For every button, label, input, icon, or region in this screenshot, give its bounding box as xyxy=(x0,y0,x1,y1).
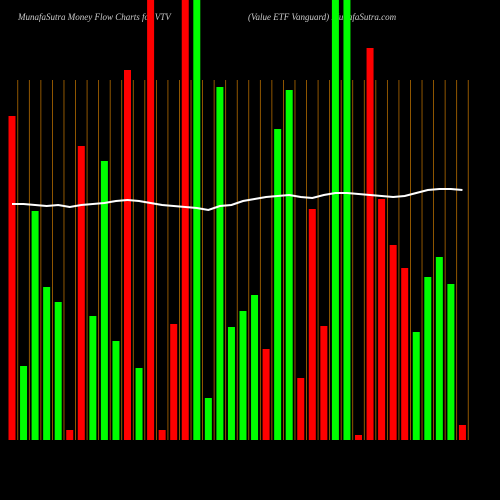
bar xyxy=(89,316,97,440)
money-flow-line xyxy=(12,188,463,212)
bar xyxy=(54,302,62,440)
chart-subtitle: (Value ETF Vanguard) MunafaSutra.com xyxy=(248,12,397,22)
bar xyxy=(181,0,189,440)
bar xyxy=(320,326,328,440)
bar xyxy=(124,70,131,440)
bar xyxy=(112,341,120,440)
bar xyxy=(31,211,39,440)
bar xyxy=(262,349,270,440)
bar xyxy=(100,161,108,440)
bar xyxy=(435,257,443,440)
bar xyxy=(343,0,351,440)
bar xyxy=(43,287,51,440)
bar xyxy=(8,116,16,440)
bar xyxy=(389,245,397,440)
bar xyxy=(285,90,293,440)
bar xyxy=(158,430,166,440)
bar xyxy=(204,398,212,440)
bar xyxy=(216,87,224,440)
bar xyxy=(297,378,305,440)
bar xyxy=(227,327,235,440)
bar xyxy=(170,324,178,440)
bar xyxy=(20,366,28,440)
bar xyxy=(424,277,432,440)
bar xyxy=(447,284,455,440)
bar xyxy=(378,199,386,440)
bar xyxy=(251,295,259,440)
bar xyxy=(308,209,316,440)
bar xyxy=(193,0,201,440)
bar xyxy=(66,430,74,440)
bar xyxy=(458,425,466,440)
bar xyxy=(147,0,155,440)
bar xyxy=(239,311,247,440)
bar xyxy=(77,146,85,440)
chart-title: MunafaSutra Money Flow Charts for VTV xyxy=(17,12,172,22)
bar xyxy=(135,368,143,440)
bar xyxy=(412,332,420,440)
bar xyxy=(401,268,409,440)
bar xyxy=(274,129,282,440)
bar xyxy=(366,48,374,440)
bar xyxy=(355,435,362,440)
bar xyxy=(331,0,339,440)
